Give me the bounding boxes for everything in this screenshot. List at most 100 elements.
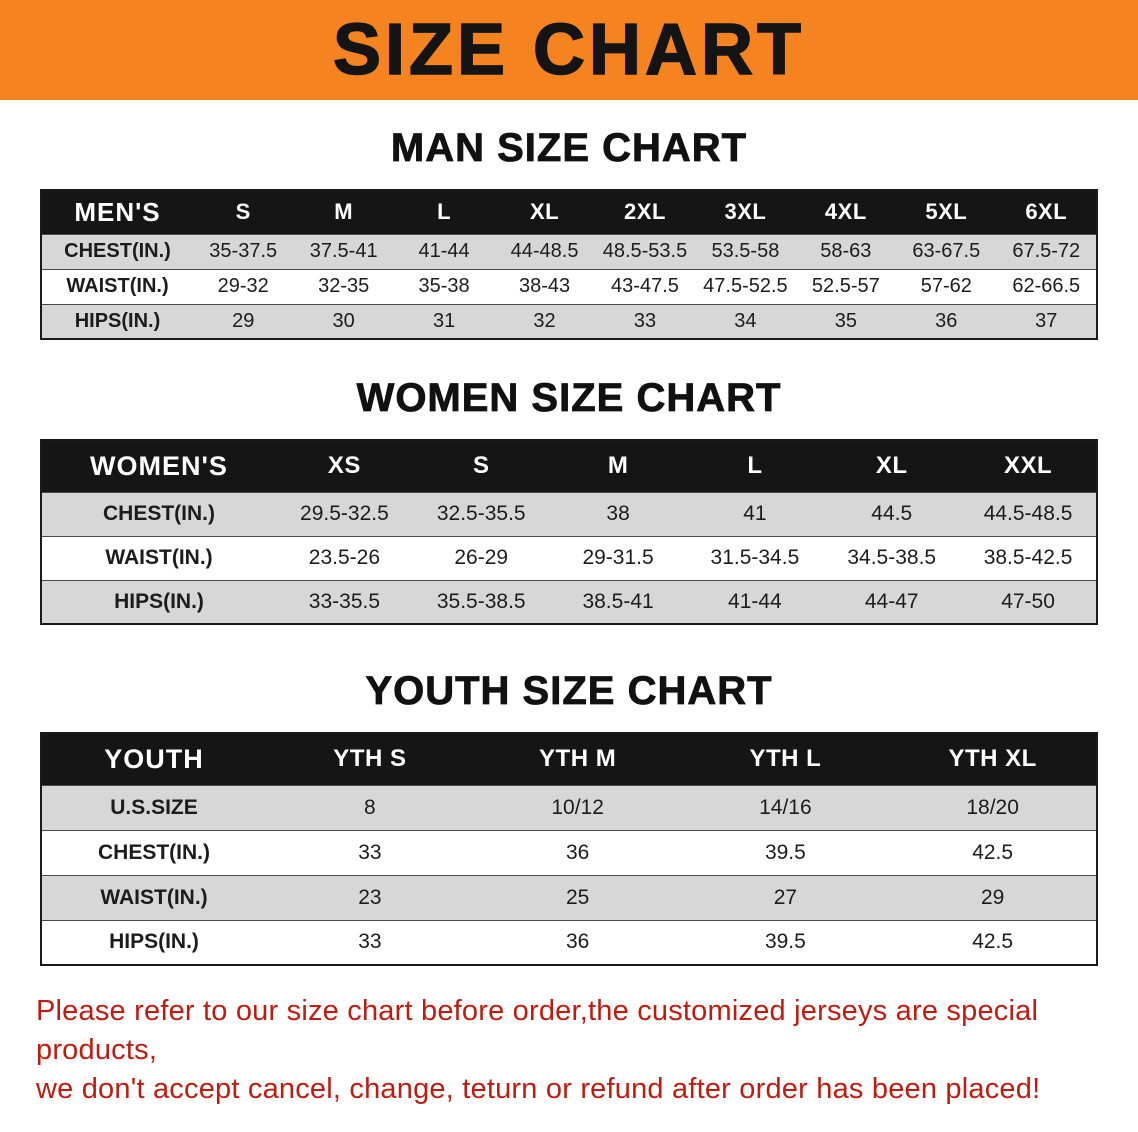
size-value-cell: 35-38 xyxy=(393,268,495,304)
row-label: HIPS(IN.) xyxy=(41,303,193,339)
size-value-cell: 18/20 xyxy=(889,784,1097,830)
disclaimer-line-1: Please refer to our size chart before or… xyxy=(36,995,1039,1067)
size-value-cell: 48.5-53.5 xyxy=(594,233,696,269)
size-value-cell: 29 xyxy=(193,303,294,339)
size-value-cell: 23 xyxy=(266,874,474,920)
table-row: HIPS(IN.) 33-35.5 35.5-38.5 38.5-41 41-44 44-… xyxy=(41,579,1097,624)
size-value-cell: 42.5 xyxy=(889,919,1097,965)
size-value-cell: 35-37.5 xyxy=(193,233,294,269)
size-column-header: YTH M xyxy=(473,733,682,785)
page-title: SIZE CHART xyxy=(332,10,805,90)
row-label: HIPS(IN.) xyxy=(41,579,276,624)
size-value-cell: 25 xyxy=(473,874,682,920)
table-header-row: YOUTH YTH S YTH M YTH L YTH XL xyxy=(41,733,1097,785)
row-label: CHEST(IN.) xyxy=(41,829,266,875)
size-column-header: 2XL xyxy=(594,190,696,234)
man-section-heading: MAN SIZE CHART xyxy=(390,126,748,171)
table-row: CHEST(IN.) 29.5-32.5 32.5-35.5 38 41 44.5 44.5… xyxy=(41,491,1097,536)
size-value-cell: 62-66.5 xyxy=(996,268,1097,304)
size-value-cell: 32.5-35.5 xyxy=(412,491,550,536)
size-value-cell: 35 xyxy=(795,303,897,339)
row-label: WAIST(IN.) xyxy=(41,874,266,920)
table-row: HIPS(IN.) 29 30 31 32 33 34 35 36 37 xyxy=(41,303,1097,339)
size-column-header: XL xyxy=(823,440,961,492)
row-label: CHEST(IN.) xyxy=(41,491,276,536)
size-column-header: XL xyxy=(494,190,595,234)
size-column-header: YTH S xyxy=(266,733,474,785)
size-value-cell: 44-47 xyxy=(823,579,961,624)
size-value-cell: 41 xyxy=(686,491,824,536)
size-value-cell: 38.5-42.5 xyxy=(960,535,1097,580)
table-row: WAIST(IN.) 23 25 27 29 xyxy=(41,874,1097,920)
size-column-header: S xyxy=(412,440,550,492)
size-value-cell: 43-47.5 xyxy=(594,268,696,304)
size-value-cell: 38.5-41 xyxy=(549,579,687,624)
table-row: CHEST(IN.) 35-37.5 37.5-41 41-44 44-48.5 48.5… xyxy=(41,233,1097,269)
size-value-cell: 36 xyxy=(473,829,682,875)
row-label: WAIST(IN.) xyxy=(41,535,276,580)
size-value-cell: 33 xyxy=(266,919,474,965)
size-value-cell: 47.5-52.5 xyxy=(695,268,796,304)
size-value-cell: 32-35 xyxy=(293,268,394,304)
size-value-cell: 37 xyxy=(996,303,1097,339)
table-row: U.S.SIZE 8 10/12 14/16 18/20 xyxy=(41,784,1097,830)
size-value-cell: 29.5-32.5 xyxy=(276,491,413,536)
size-value-cell: 39.5 xyxy=(681,829,890,875)
size-value-cell: 53.5-58 xyxy=(695,233,796,269)
table-row: CHEST(IN.) 33 36 39.5 42.5 xyxy=(41,829,1097,875)
table-header-row: WOMEN'S XS S M L XL XXL xyxy=(41,440,1097,492)
size-value-cell: 36 xyxy=(473,919,682,965)
size-value-cell: 29-32 xyxy=(193,268,294,304)
title-banner: SIZE CHART xyxy=(0,0,1138,100)
size-value-cell: 33 xyxy=(594,303,696,339)
size-value-cell: 38 xyxy=(549,491,687,536)
size-column-header: L xyxy=(393,190,495,234)
size-value-cell: 14/16 xyxy=(681,784,890,830)
size-column-header: YTH XL xyxy=(889,733,1097,785)
size-value-cell: 10/12 xyxy=(473,784,682,830)
size-value-cell: 31.5-34.5 xyxy=(686,535,824,580)
size-value-cell: 67.5-72 xyxy=(996,233,1097,269)
size-column-header: XXL xyxy=(960,440,1097,492)
row-label: U.S.SIZE xyxy=(41,784,266,830)
men-size-table: MEN'S S M L XL 2XL 3XL 4XL 5XL 6XL CHEST(IN.) 35-37… xyxy=(40,189,1098,340)
size-column-header: S xyxy=(193,190,294,234)
table-category-header: MEN'S xyxy=(41,190,193,234)
table-header-row: MEN'S S M L XL 2XL 3XL 4XL 5XL 6XL xyxy=(41,190,1097,234)
size-column-header: M xyxy=(293,190,394,234)
table-row: WAIST(IN.) 23.5-26 26-29 29-31.5 31.5-34.5 34… xyxy=(41,535,1097,580)
size-value-cell: 44.5 xyxy=(823,491,961,536)
size-value-cell: 57-62 xyxy=(896,268,997,304)
size-value-cell: 31 xyxy=(393,303,495,339)
youth-size-table: YOUTH YTH S YTH M YTH L YTH XL U.S.SIZE 8 10/12… xyxy=(40,732,1098,966)
row-label: HIPS(IN.) xyxy=(41,919,266,965)
size-column-header: M xyxy=(549,440,687,492)
size-value-cell: 36 xyxy=(896,303,997,339)
size-value-cell: 41-44 xyxy=(393,233,495,269)
size-value-cell: 32 xyxy=(494,303,595,339)
row-label: WAIST(IN.) xyxy=(41,268,193,304)
size-value-cell: 44-48.5 xyxy=(494,233,595,269)
women-size-table: WOMEN'S XS S M L XL XXL CHEST(IN.) 29.5-32.5 32.5… xyxy=(40,439,1098,625)
size-column-header: 6XL xyxy=(996,190,1097,234)
size-value-cell: 26-29 xyxy=(412,535,550,580)
size-value-cell: 8 xyxy=(266,784,474,830)
size-value-cell: 35.5-38.5 xyxy=(412,579,550,624)
size-value-cell: 47-50 xyxy=(960,579,1097,624)
youth-section-heading: YOUTH SIZE CHART xyxy=(365,669,773,714)
size-value-cell: 37.5-41 xyxy=(293,233,394,269)
table-category-header: WOMEN'S xyxy=(41,440,276,492)
size-value-cell: 33 xyxy=(266,829,474,875)
size-value-cell: 63-67.5 xyxy=(896,233,997,269)
size-value-cell: 38-43 xyxy=(494,268,595,304)
size-value-cell: 39.5 xyxy=(681,919,890,965)
disclaimer-note: Please refer to our size chart before or… xyxy=(36,992,1114,1109)
size-value-cell: 23.5-26 xyxy=(276,535,413,580)
size-column-header: 5XL xyxy=(896,190,997,234)
size-column-header: 4XL xyxy=(795,190,897,234)
size-value-cell: 34.5-38.5 xyxy=(823,535,961,580)
size-value-cell: 41-44 xyxy=(686,579,824,624)
disclaimer-line-2: we don't accept cancel, change, teturn o… xyxy=(36,1073,1041,1106)
table-row: WAIST(IN.) 29-32 32-35 35-38 38-43 43-47.5 47.… xyxy=(41,268,1097,304)
